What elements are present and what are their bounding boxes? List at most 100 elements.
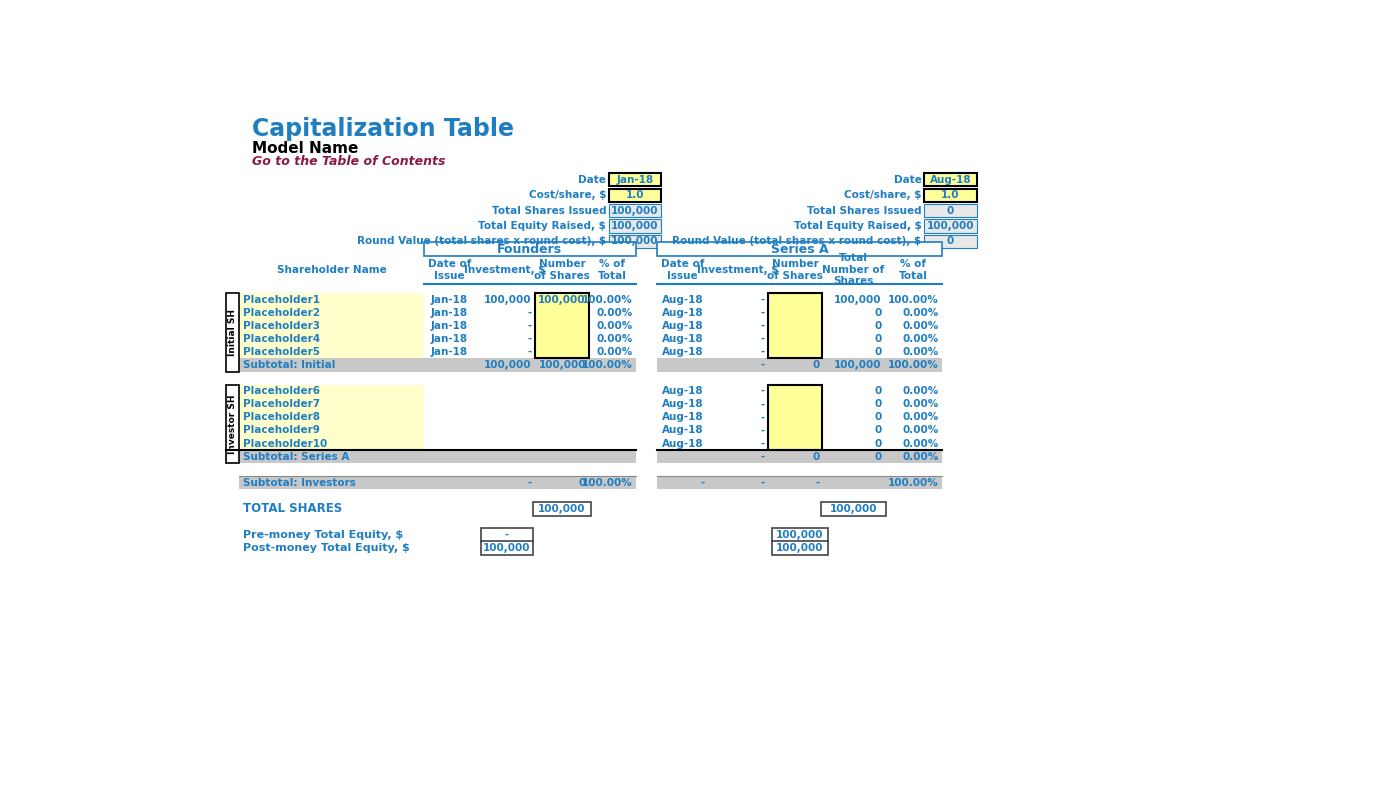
Text: 100.00%: 100.00% <box>888 360 938 370</box>
Text: 0: 0 <box>874 334 881 343</box>
Text: 0: 0 <box>874 413 881 422</box>
Text: Total Shares Issued: Total Shares Issued <box>807 206 921 215</box>
Text: 0.00%: 0.00% <box>902 321 938 331</box>
Bar <box>480 542 533 555</box>
Text: Aug-18: Aug-18 <box>662 399 704 410</box>
Text: 0.00%: 0.00% <box>902 452 938 461</box>
Text: Round Value (total shares x round cost), $: Round Value (total shares x round cost),… <box>357 237 606 246</box>
Text: 0.00%: 0.00% <box>902 425 938 435</box>
Bar <box>768 411 822 424</box>
Bar <box>480 528 533 542</box>
Text: 100,000: 100,000 <box>776 543 824 553</box>
Text: -: - <box>761 334 765 343</box>
Text: Date: Date <box>893 174 921 185</box>
Text: 0: 0 <box>874 321 881 331</box>
Text: Investment, $: Investment, $ <box>463 265 546 275</box>
Text: Jan-18: Jan-18 <box>431 347 468 357</box>
Text: 0.00%: 0.00% <box>902 307 938 318</box>
Bar <box>658 358 942 372</box>
Text: Aug-18: Aug-18 <box>662 347 704 357</box>
Text: -: - <box>528 347 532 357</box>
Text: 1.0: 1.0 <box>625 190 644 200</box>
Text: Placeholder1: Placeholder1 <box>243 295 320 304</box>
Text: -: - <box>761 399 765 410</box>
Text: Placeholder9: Placeholder9 <box>243 425 320 435</box>
Text: -: - <box>761 360 765 370</box>
Bar <box>609 189 662 202</box>
Text: Placeholder8: Placeholder8 <box>243 413 320 422</box>
Text: Number
of Shares: Number of Shares <box>768 259 824 281</box>
Text: 0: 0 <box>874 347 881 357</box>
Text: 0: 0 <box>579 478 586 488</box>
Text: Subtotal: Investors: Subtotal: Investors <box>243 478 356 488</box>
Text: 0.00%: 0.00% <box>596 347 632 357</box>
Bar <box>535 332 589 345</box>
Text: 0: 0 <box>812 360 819 370</box>
Bar <box>226 293 239 372</box>
Text: Series A: Series A <box>771 243 828 255</box>
Bar <box>772 542 828 555</box>
Text: 0.00%: 0.00% <box>596 307 632 318</box>
Text: Subtotal: Series A: Subtotal: Series A <box>243 452 349 461</box>
Bar <box>768 319 822 332</box>
Text: 100,000: 100,000 <box>611 221 659 231</box>
Bar <box>535 319 589 332</box>
Bar <box>924 219 977 233</box>
Bar <box>239 332 424 345</box>
Bar <box>239 384 424 398</box>
Text: 100,000: 100,000 <box>833 360 881 370</box>
Text: 100,000: 100,000 <box>829 504 877 514</box>
Text: Total Shares Issued: Total Shares Issued <box>491 206 606 215</box>
Bar <box>533 501 591 516</box>
Bar <box>609 173 662 186</box>
Bar <box>658 450 942 463</box>
Text: Aug-18: Aug-18 <box>662 386 704 396</box>
Text: 0: 0 <box>874 307 881 318</box>
Text: -: - <box>528 321 532 331</box>
Text: 0: 0 <box>874 439 881 449</box>
Text: 0: 0 <box>946 237 953 246</box>
Text: 0: 0 <box>874 386 881 396</box>
Text: 0.00%: 0.00% <box>902 413 938 422</box>
Text: Round Value (total shares x round cost), $: Round Value (total shares x round cost),… <box>673 237 921 246</box>
Text: Aug-18: Aug-18 <box>662 307 704 318</box>
Bar <box>535 293 589 306</box>
Text: 100.00%: 100.00% <box>888 295 938 304</box>
Text: Placeholder5: Placeholder5 <box>243 347 320 357</box>
Bar <box>239 306 424 319</box>
Text: -: - <box>528 478 532 488</box>
Text: % of
Total: % of Total <box>899 259 927 281</box>
Text: Post-money Total Equity, $: Post-money Total Equity, $ <box>243 543 409 553</box>
Text: 100.00%: 100.00% <box>582 295 632 304</box>
Bar <box>658 242 942 256</box>
Bar <box>239 411 424 424</box>
Bar <box>768 293 822 306</box>
Text: 100.00%: 100.00% <box>582 478 632 488</box>
Text: -: - <box>701 478 705 488</box>
Text: 100,000: 100,000 <box>833 295 881 304</box>
Bar <box>658 476 942 490</box>
Bar <box>768 345 821 358</box>
Text: Model Name: Model Name <box>253 141 359 156</box>
Bar <box>535 293 589 358</box>
Text: Investment, $: Investment, $ <box>697 265 779 275</box>
Text: Go to the Table of Contents: Go to the Table of Contents <box>253 155 445 168</box>
Text: -: - <box>761 413 765 422</box>
Text: 0: 0 <box>874 452 881 461</box>
Text: -: - <box>761 307 765 318</box>
Text: Shareholder Name: Shareholder Name <box>276 265 387 275</box>
Bar <box>609 219 662 233</box>
Bar <box>226 384 239 463</box>
Text: -: - <box>761 347 765 357</box>
Text: 0.00%: 0.00% <box>902 334 938 343</box>
Text: 100,000: 100,000 <box>539 360 586 370</box>
Text: Total
Number of
Shares: Total Number of Shares <box>822 253 885 286</box>
Bar <box>768 293 821 306</box>
Text: Date of
Issue: Date of Issue <box>427 259 470 281</box>
Text: 100,000: 100,000 <box>776 530 824 540</box>
Bar <box>239 398 424 411</box>
Text: Placeholder4: Placeholder4 <box>243 334 320 343</box>
Bar <box>609 235 662 248</box>
Text: Aug-18: Aug-18 <box>662 334 704 343</box>
Text: Aug-18: Aug-18 <box>930 174 972 185</box>
